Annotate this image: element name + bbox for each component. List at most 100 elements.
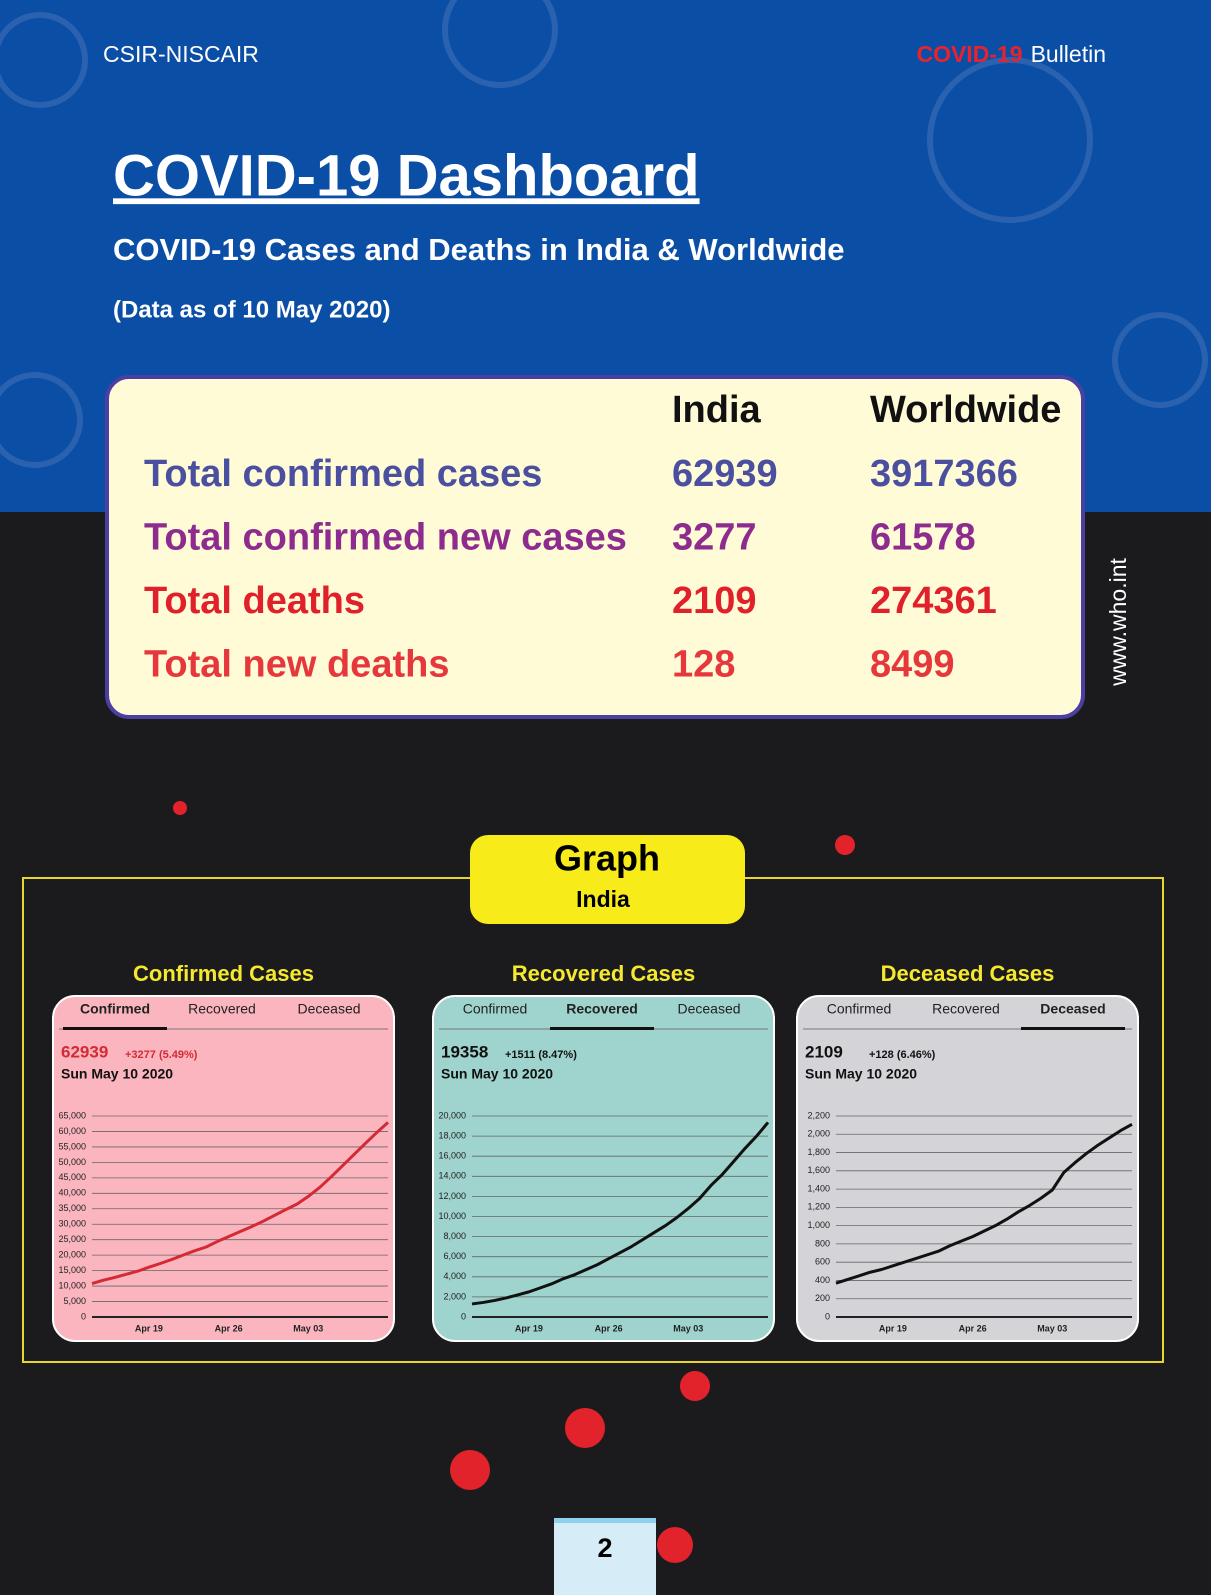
x-tick-label: Apr 19 xyxy=(879,1323,907,1333)
y-tick-label: 45,000 xyxy=(58,1172,86,1182)
tab-label: Confirmed xyxy=(827,1001,892,1017)
page-number-box xyxy=(554,1518,656,1595)
chart-card xyxy=(432,995,775,1342)
active-tab-underline xyxy=(550,1027,654,1030)
y-tick-label: 50,000 xyxy=(58,1157,86,1167)
map-dot xyxy=(835,835,855,855)
y-tick-label: 0 xyxy=(81,1311,86,1321)
row-value: 8499 xyxy=(870,644,955,686)
map-dot xyxy=(450,1450,490,1490)
graph-label: Graph xyxy=(554,838,660,879)
data-line xyxy=(91,1121,390,1286)
tab-label: Deceased xyxy=(1040,1001,1105,1017)
y-tick-label: 1,000 xyxy=(807,1220,830,1230)
map-dots xyxy=(173,801,855,1563)
tab-label: Confirmed xyxy=(80,1001,150,1017)
tab-label: Recovered xyxy=(188,1001,256,1017)
x-tick-label: Apr 19 xyxy=(515,1323,543,1333)
y-tick-label: 18,000 xyxy=(438,1130,466,1140)
active-tab-underline xyxy=(63,1027,167,1030)
chart-title: Deceased Cases xyxy=(881,961,1055,986)
y-tick-label: 14,000 xyxy=(438,1171,466,1181)
row-value: 3917366 xyxy=(870,453,1018,495)
y-tick-label: 35,000 xyxy=(58,1203,86,1213)
row-value: 128 xyxy=(672,644,735,686)
map-dot xyxy=(565,1408,605,1448)
headline-value: 2109 xyxy=(805,1042,843,1061)
y-tick-label: 20,000 xyxy=(58,1250,86,1260)
row-label: Total deaths xyxy=(144,580,365,622)
y-tick-label: 8,000 xyxy=(443,1231,466,1241)
x-tick-label: May 03 xyxy=(1037,1323,1067,1333)
virus-icon xyxy=(0,372,83,468)
page-number-stripe xyxy=(554,1518,656,1523)
y-tick-label: 200 xyxy=(815,1293,830,1303)
bulletin-text: Bulletin xyxy=(1031,41,1106,67)
data-line xyxy=(835,1122,1133,1285)
chart-card xyxy=(796,995,1139,1342)
virus-icon xyxy=(442,0,558,88)
y-tick-label: 30,000 xyxy=(58,1219,86,1229)
active-tab-underline xyxy=(1021,1027,1125,1030)
y-tick-label: 40,000 xyxy=(58,1188,86,1198)
x-tick-label: Apr 26 xyxy=(215,1323,243,1333)
tab-label: Deceased xyxy=(297,1001,360,1017)
virus-icon xyxy=(1112,312,1208,408)
bulletin-highlight: COVID-19 xyxy=(916,41,1022,67)
change-label: +1511 (8.47%) xyxy=(505,1049,577,1061)
y-tick-label: 0 xyxy=(825,1311,830,1321)
page-number: 2 xyxy=(597,1533,612,1563)
y-tick-label: 6,000 xyxy=(443,1251,466,1261)
tab-label: Deceased xyxy=(677,1001,740,1017)
y-tick-label: 15,000 xyxy=(58,1265,86,1275)
chart-title: Recovered Cases xyxy=(512,961,695,986)
y-tick-label: 2,000 xyxy=(807,1129,830,1139)
y-tick-label: 1,600 xyxy=(807,1165,830,1175)
row-value: 3277 xyxy=(672,517,757,559)
change-label: +128 (6.46%) xyxy=(869,1049,936,1061)
change-label: +3277 (5.49%) xyxy=(125,1049,198,1061)
source-text: www.who.int xyxy=(1105,557,1131,686)
y-tick-label: 0 xyxy=(461,1311,466,1321)
headline-value: 19358 xyxy=(441,1042,488,1061)
y-tick-label: 4,000 xyxy=(443,1271,466,1281)
map-dot xyxy=(680,1371,710,1401)
row-value: 61578 xyxy=(870,517,976,559)
x-tick-label: May 03 xyxy=(293,1323,323,1333)
date-label: Sun May 10 2020 xyxy=(805,1066,917,1082)
chart-card xyxy=(52,995,395,1342)
y-tick-label: 800 xyxy=(815,1238,830,1248)
y-tick-label: 16,000 xyxy=(438,1151,466,1161)
org-name: CSIR-NISCAIR xyxy=(103,41,259,67)
y-tick-label: 5,000 xyxy=(63,1296,86,1306)
y-tick-label: 10,000 xyxy=(438,1211,466,1221)
tab-label: Recovered xyxy=(932,1001,1000,1017)
bulletin-label: COVID-19 Bulletin xyxy=(916,41,1106,67)
date-note: (Data as of 10 May 2020) xyxy=(113,296,390,323)
row-label: Total confirmed new cases xyxy=(144,517,627,559)
tab-label: Recovered xyxy=(566,1001,638,1017)
graph-sublabel: India xyxy=(576,886,630,912)
x-tick-label: Apr 26 xyxy=(595,1323,623,1333)
x-tick-label: Apr 26 xyxy=(959,1323,987,1333)
y-tick-label: 2,000 xyxy=(443,1291,466,1301)
stats-card xyxy=(105,375,1085,719)
y-tick-label: 60,000 xyxy=(58,1126,86,1136)
tab-label: Confirmed xyxy=(463,1001,528,1017)
map-dot xyxy=(173,801,187,815)
x-tick-label: Apr 19 xyxy=(135,1323,163,1333)
y-tick-label: 1,800 xyxy=(807,1147,830,1157)
row-value: 2109 xyxy=(672,580,757,622)
x-tick-label: May 03 xyxy=(673,1323,703,1333)
y-tick-label: 1,400 xyxy=(807,1183,830,1193)
y-tick-label: 20,000 xyxy=(438,1110,466,1120)
virus-decor xyxy=(0,0,1208,468)
column-header: Worldwide xyxy=(870,389,1061,431)
graph-badge xyxy=(470,835,745,924)
page-title: COVID-19 Dashboard xyxy=(113,143,700,208)
row-value: 274361 xyxy=(870,580,997,622)
row-label: Total confirmed cases xyxy=(144,453,542,495)
y-tick-label: 1,200 xyxy=(807,1202,830,1212)
